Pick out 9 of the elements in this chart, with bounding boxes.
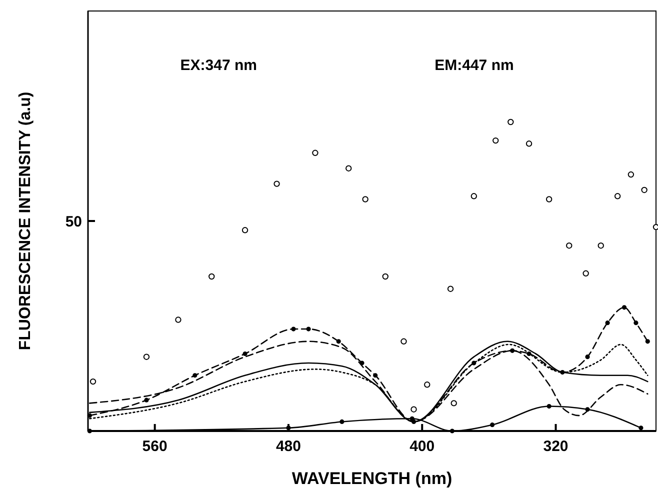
text: EM:447 nm [434, 57, 514, 74]
text: 50 [65, 213, 82, 230]
x-axis-title: WAVELENGTH (nm) [292, 469, 452, 488]
x-tick-label: 560 [142, 438, 168, 455]
x-tick-label: 480 [276, 438, 301, 455]
text: EX:347 nm [180, 57, 257, 74]
y-axis-title: FLUORESCENCE INTENSITY (a.u) [17, 92, 34, 350]
x-tick-label: 320 [543, 438, 568, 455]
x-tick-label: 400 [410, 438, 435, 455]
